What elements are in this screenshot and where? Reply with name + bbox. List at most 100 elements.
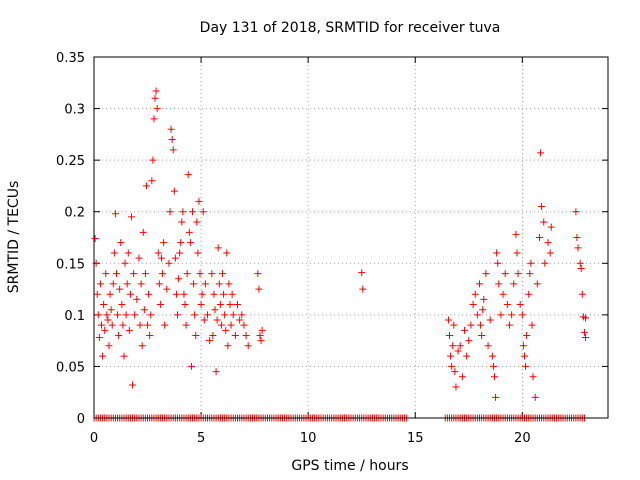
- data-point: [448, 362, 456, 370]
- data-point: [454, 347, 462, 355]
- data-point: [171, 254, 179, 262]
- data-point: [94, 311, 102, 319]
- data-point: [452, 383, 460, 391]
- data-point: [147, 311, 155, 319]
- data-point: [149, 156, 157, 164]
- data-point: [238, 311, 246, 319]
- data-point: [151, 94, 159, 102]
- y-tick-label: 0.3: [64, 103, 85, 118]
- data-point: [119, 321, 127, 329]
- data-point: [217, 321, 225, 329]
- data-point: [526, 270, 534, 278]
- data-point: [165, 259, 173, 267]
- data-point: [501, 270, 509, 278]
- data-point: [93, 290, 101, 298]
- data-point: [99, 352, 107, 360]
- data-point: [97, 321, 105, 329]
- data-point: [107, 306, 115, 314]
- data-point: [479, 306, 487, 314]
- data-point: [446, 331, 454, 339]
- data-point: [444, 316, 452, 324]
- data-point: [153, 105, 161, 113]
- data-point: [195, 197, 203, 205]
- data-point: [508, 311, 516, 319]
- data-point: [482, 270, 490, 278]
- data-point: [513, 249, 521, 257]
- data-point: [463, 352, 471, 360]
- data-point: [104, 316, 112, 324]
- data-point: [456, 342, 464, 350]
- data-point: [488, 352, 496, 360]
- data-point: [138, 342, 146, 350]
- data-point: [224, 342, 232, 350]
- data-point: [155, 280, 163, 288]
- data-point: [447, 352, 455, 360]
- data-point: [176, 249, 184, 257]
- data-point: [206, 337, 214, 345]
- y-tick-label: 0: [77, 412, 85, 427]
- data-point: [190, 280, 198, 288]
- data-point: [184, 171, 192, 179]
- data-point: [582, 314, 590, 322]
- data-point: [126, 290, 134, 298]
- data-point: [131, 311, 139, 319]
- data-point: [451, 368, 459, 376]
- data-point: [112, 270, 120, 278]
- data-point: [177, 239, 185, 247]
- data-point: [133, 295, 141, 303]
- data-point: [535, 234, 543, 241]
- data-point: [157, 254, 165, 262]
- plot-frame: [93, 56, 609, 419]
- data-point: [478, 331, 486, 339]
- data-point: [228, 290, 236, 298]
- data-point: [185, 228, 193, 236]
- data-point: [538, 203, 546, 211]
- data-point: [577, 264, 585, 272]
- data-point: [187, 362, 195, 370]
- data-point: [254, 270, 262, 278]
- data-point: [211, 306, 219, 314]
- grid-lines: [94, 57, 608, 418]
- data-point: [476, 280, 483, 288]
- data-point: [194, 249, 202, 257]
- data-point: [525, 290, 533, 298]
- data-point: [100, 301, 108, 309]
- data-point: [495, 280, 503, 288]
- data-point: [191, 311, 199, 319]
- data-point: [91, 235, 99, 243]
- y-tick-label: 0.1: [64, 309, 85, 324]
- data-point: [174, 311, 182, 319]
- data-point: [137, 280, 145, 288]
- data-point: [518, 311, 526, 319]
- data-point: [209, 331, 217, 339]
- data-point: [175, 275, 183, 283]
- data-point: [522, 362, 530, 370]
- data-point: [512, 230, 520, 238]
- data-point: [486, 316, 494, 324]
- y-tick-label: 0.15: [56, 257, 85, 272]
- data-point: [208, 270, 216, 278]
- data-point: [180, 290, 188, 298]
- y-tick-label: 0.35: [56, 51, 85, 66]
- data-point: [136, 321, 144, 329]
- data-point: [159, 270, 167, 278]
- data-point: [222, 326, 230, 334]
- data-point: [358, 269, 366, 277]
- data-point: [160, 239, 168, 247]
- data-point: [467, 321, 475, 329]
- y-tick-label: 0.25: [56, 154, 85, 169]
- x-tick-label: 20: [514, 431, 531, 446]
- data-point: [154, 249, 162, 257]
- data-point: [111, 210, 119, 218]
- data-point: [547, 223, 555, 231]
- data-point: [519, 342, 527, 350]
- data-point: [572, 208, 580, 216]
- data-point: [144, 321, 152, 329]
- data-point: [359, 285, 367, 293]
- data-point: [215, 280, 223, 288]
- data-point: [528, 321, 536, 329]
- data-point: [172, 290, 180, 298]
- axis-ticks: 0 0.05 0.1 0.15 0.2 0.25 0.3 0.35 0 5 10 15 20: [56, 51, 608, 446]
- data-point: [471, 290, 479, 298]
